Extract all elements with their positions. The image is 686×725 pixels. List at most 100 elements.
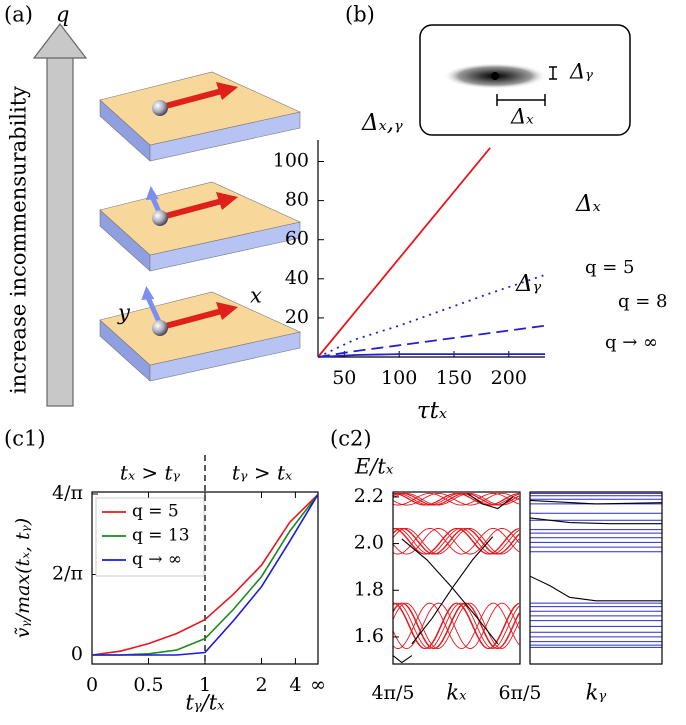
panel-label: (b) [345, 3, 375, 27]
band-curve [393, 527, 520, 555]
x-tick-label: 4π/5 [371, 682, 414, 704]
slabs [99, 71, 301, 382]
slab-top [99, 71, 301, 146]
band-curve [393, 527, 520, 555]
big-arrow-head [32, 23, 88, 59]
inset-label: Δₓ [510, 105, 534, 129]
spin-x [161, 198, 223, 220]
region-label: tᵧ > tₓ [232, 461, 292, 485]
region-label: tₓ > tᵧ [120, 461, 181, 485]
x-tick-label: 6π/5 [498, 682, 541, 704]
y-tick-label: 80 [285, 189, 309, 211]
series-line [317, 147, 491, 358]
slab-top [99, 181, 301, 256]
panel-label: (c2) [330, 427, 372, 451]
series-label: q → ∞ [605, 332, 658, 353]
y-tick-label: 2.0 [354, 532, 384, 554]
y-tick-label: 1.8 [354, 578, 384, 600]
y-tick-label: 2/π [52, 563, 83, 585]
wavepacket-center [491, 72, 499, 80]
atom [152, 100, 168, 116]
band-curve [393, 602, 520, 650]
inset [419, 24, 631, 136]
x-tick-label: 150 [436, 367, 472, 389]
legend-box [95, 497, 205, 577]
y-tick-label: 1.6 [354, 625, 384, 647]
x-tick-label: 4 [289, 674, 301, 696]
plot-frame [529, 491, 663, 665]
series-line [317, 274, 546, 358]
series-line [92, 493, 319, 656]
band-group [393, 492, 520, 664]
annotation: Δᵧ [515, 271, 542, 297]
x-tick-label: 100 [381, 367, 417, 389]
y-tick-label: 4/π [52, 482, 83, 504]
spin-x-head [216, 82, 238, 100]
x-axis-title: kₓ [446, 681, 467, 705]
y-tick-label: 60 [285, 228, 309, 250]
y-axis-title: Δₓ,ᵧ [361, 110, 403, 136]
spin-x [161, 308, 223, 330]
band-curve [393, 527, 520, 555]
panel-label: (a) [4, 3, 33, 27]
plot-frame [392, 491, 521, 665]
band-curve [393, 602, 520, 650]
band-curve [393, 492, 520, 506]
y-tick-label: 2.2 [354, 485, 384, 507]
y-tick-label: 100 [273, 150, 309, 172]
x-tick-label: ∞ [310, 674, 326, 696]
legend-label: q → ∞ [132, 550, 182, 570]
band-curve [393, 527, 520, 555]
edge-state [393, 655, 413, 664]
series-label: Δₓ [575, 191, 601, 217]
x-tick-label: 200 [491, 367, 527, 389]
series-label: q = 5 [585, 257, 635, 278]
x-tick-label: 50 [332, 367, 356, 389]
x-axis-title: kᵧ [586, 681, 607, 705]
band-curve [393, 492, 520, 506]
arrow-text: increase incommensurability [7, 86, 31, 394]
band-curve [393, 527, 520, 555]
y-tick-label: 0 [71, 643, 83, 665]
x-tick-label: 0.5 [133, 674, 163, 696]
x-tick-label: 1 [199, 674, 211, 696]
legend-label: q = 13 [132, 526, 190, 546]
slab-top [99, 291, 301, 366]
band-curve [393, 602, 520, 650]
spin-y-head [145, 186, 159, 200]
band-curve [393, 602, 520, 650]
atom [152, 210, 168, 226]
series-line [91, 493, 319, 656]
big-arrow-shaft [46, 55, 74, 407]
band-curve [393, 602, 520, 650]
level-group [530, 492, 662, 648]
atom [152, 320, 168, 336]
spin-x-head [216, 192, 238, 210]
band-curve [393, 492, 520, 506]
dy-bar [549, 66, 557, 80]
panel-a: (a) q increase incommensurability x y [4, 3, 301, 407]
y-axis-title: ṽᵧ/max(tₓ, tᵧ) [12, 518, 34, 638]
x-tick-label: 0 [86, 674, 98, 696]
inset-label: Δᵧ [569, 60, 593, 84]
spin-y-head [141, 286, 155, 300]
x-tick-label: 2 [255, 674, 267, 696]
y-tick-label: 20 [285, 306, 309, 328]
spin-x-head [216, 302, 238, 320]
series-line [317, 353, 545, 358]
x-label: x [250, 284, 262, 308]
y-label: y [117, 301, 131, 325]
edge-state [411, 536, 494, 645]
panel-label: (c1) [4, 427, 46, 451]
edge-state [530, 575, 662, 602]
band-curve [393, 602, 520, 650]
y-tick-label: 40 [285, 267, 309, 289]
edge-state [530, 517, 662, 525]
spin-x [161, 88, 223, 110]
y-axis-title: E/tₓ [354, 455, 394, 479]
series-label: q = 8 [618, 291, 668, 312]
edge-state [530, 499, 662, 505]
series-line [317, 324, 546, 358]
axis-label: q [56, 3, 69, 27]
